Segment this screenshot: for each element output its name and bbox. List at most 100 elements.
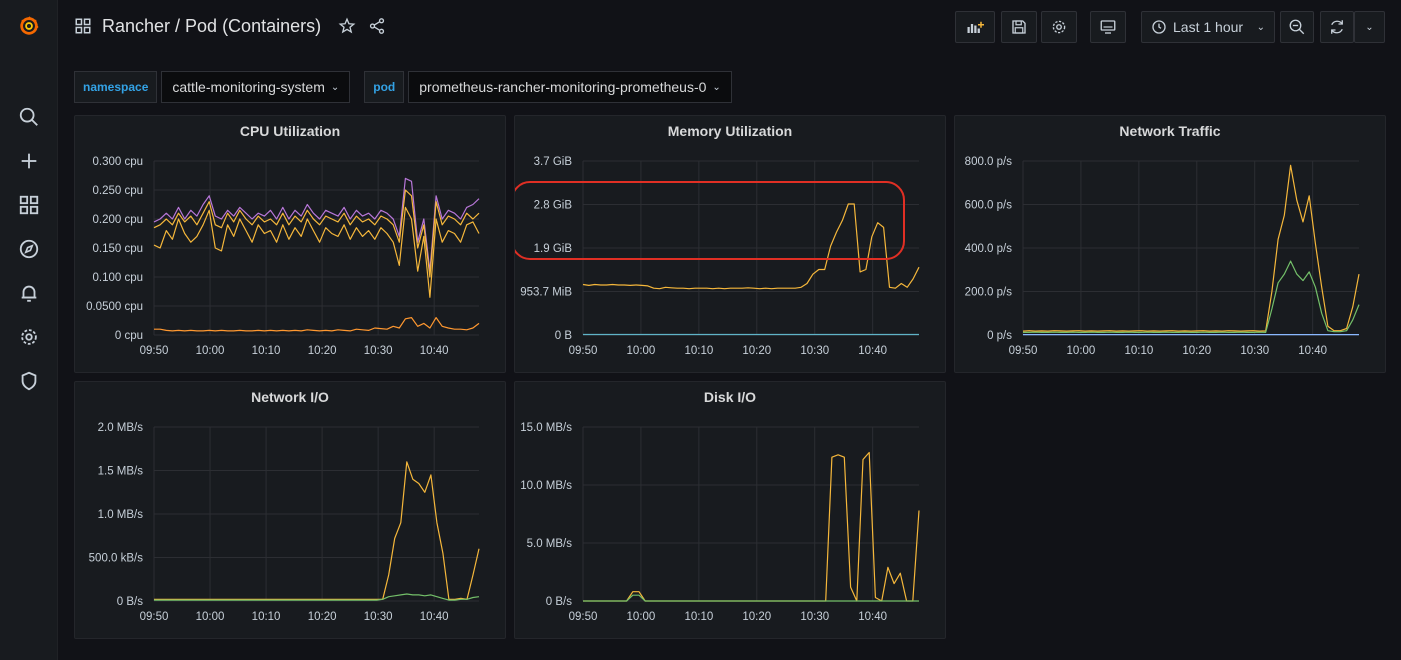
shield-server-admin-icon[interactable] (13, 365, 45, 397)
x-tick-label: 10:10 (252, 345, 281, 357)
y-tick-label: 600.0 p/s (965, 200, 1013, 212)
y-tick-label: 1.5 MB/s (98, 466, 144, 478)
share-icon[interactable] (365, 14, 389, 38)
save-dashboard-button[interactable] (1001, 11, 1037, 43)
add-panel-button[interactable] (955, 11, 995, 43)
namespace-value: cattle-monitoring-system (172, 79, 325, 95)
search-icon[interactable] (13, 101, 45, 133)
panel-title[interactable]: Network Traffic (1119, 123, 1221, 139)
panel-network-traffic[interactable]: Network Traffic 0 p/s 200.0 p/s 400.0 p/s 6… (954, 115, 1386, 373)
x-tick-label: 09:50 (140, 345, 169, 357)
dashboard-navbar: Rancher / Pod (Containers) Last 1 hour ⌄… (58, 0, 1401, 56)
series-line (154, 461, 480, 600)
x-tick-label: 10:00 (1067, 345, 1096, 357)
x-tick-label: 09:50 (1009, 345, 1038, 357)
disk-io-chart[interactable]: 0 B/s 5.0 MB/s 10.0 MB/s 15.0 MB/s 09:50 10:0… (515, 382, 947, 640)
series-line (583, 594, 919, 602)
y-tick-label: 500.0 kB/s (89, 553, 144, 565)
y-tick-label: 0.300 cpu (92, 156, 143, 168)
namespace-select[interactable]: cattle-monitoring-system ⌄ (161, 71, 351, 103)
save-icon (1012, 20, 1026, 34)
x-tick-label: 10:20 (308, 611, 337, 623)
series-line (153, 189, 480, 278)
x-tick-label: 10:20 (308, 345, 337, 357)
cycle-view-mode-button[interactable] (1090, 11, 1126, 43)
chevron-down-icon: ⌄ (712, 81, 721, 93)
chevron-down-icon: ⌄ (1256, 21, 1265, 33)
grafana-logo-icon[interactable] (13, 10, 45, 42)
x-tick-label: 10:40 (1298, 345, 1327, 357)
y-tick-label: 1.0 MB/s (98, 509, 144, 521)
y-tick-label: 400.0 p/s (965, 243, 1013, 255)
memory-utilization-chart[interactable]: 0 B 953.7 MiB 1.9 GiB 2.8 GiB 3.7 GiB 09:50 10… (515, 116, 947, 374)
dashboard-settings-button[interactable] (1041, 11, 1077, 43)
series-line (153, 206, 480, 298)
add-panel-icon (967, 21, 984, 33)
panel-title[interactable]: Disk I/O (703, 389, 757, 405)
series-line (154, 317, 480, 332)
y-tick-label: 953.7 MiB (520, 287, 572, 299)
panel-network-io[interactable]: Network I/O 0 B/s 500.0 kB/s 1.0 MB/s 1.5 M… (74, 381, 506, 639)
x-tick-label: 10:40 (420, 611, 449, 623)
y-tick-label: 0 p/s (987, 330, 1012, 342)
compass-explore-icon[interactable] (13, 233, 45, 265)
series-line (153, 177, 480, 272)
monitor-icon (1100, 20, 1116, 34)
network-io-chart[interactable]: 0 B/s 500.0 kB/s 1.0 MB/s 1.5 MB/s 2.0 MB/s 0… (75, 382, 507, 640)
series-line (1022, 164, 1360, 332)
apps-grid-icon (74, 17, 92, 35)
highlight-annotation-box (515, 181, 905, 260)
x-tick-label: 10:00 (196, 611, 225, 623)
dashboard-title[interactable]: Rancher / Pod (Containers) (102, 15, 322, 36)
chevron-down-icon: ⌄ (1365, 21, 1374, 33)
y-tick-label: 800.0 p/s (965, 156, 1013, 168)
panel-cpu-utilization[interactable]: CPU Utilization 0 cpu 0.0500 cpu 0.100 cpu… (74, 115, 506, 373)
refresh-button[interactable] (1320, 11, 1354, 43)
time-range-label: Last 1 hour (1173, 19, 1244, 35)
y-tick-label: 2.8 GiB (534, 200, 573, 212)
y-tick-label: 0 B (555, 330, 573, 342)
x-tick-label: 10:20 (742, 611, 771, 623)
panel-title[interactable]: Network I/O (251, 389, 329, 405)
panel-title[interactable]: CPU Utilization (239, 123, 341, 139)
series-line (583, 451, 920, 602)
x-tick-label: 09:50 (569, 611, 598, 623)
pod-value: prometheus-rancher-monitoring-prometheus… (419, 79, 707, 95)
x-tick-label: 10:10 (1124, 345, 1153, 357)
chevron-down-icon: ⌄ (330, 81, 340, 93)
sidebar (0, 0, 58, 660)
refresh-interval-dropdown[interactable]: ⌄ (1354, 11, 1385, 43)
x-tick-label: 10:00 (627, 345, 656, 357)
variable-label-pod: pod (364, 71, 405, 103)
gear-configuration-icon[interactable] (13, 321, 45, 353)
x-tick-label: 10:40 (858, 345, 887, 357)
y-tick-label: 10.0 MB/s (520, 480, 572, 492)
y-tick-label: 0.200 cpu (92, 214, 143, 226)
bell-alerting-icon[interactable] (13, 277, 45, 309)
template-variables: namespace cattle-monitoring-system ⌄ pod… (74, 71, 732, 103)
refresh-icon (1331, 20, 1343, 34)
x-tick-label: 10:10 (252, 611, 281, 623)
series-line (1023, 260, 1360, 333)
pod-select[interactable]: prometheus-rancher-monitoring-prometheus… (408, 71, 732, 103)
cpu-utilization-chart[interactable]: 0 cpu 0.0500 cpu 0.100 cpu 0.150 cpu 0.200 c… (75, 116, 507, 374)
x-tick-label: 10:40 (858, 611, 887, 623)
y-tick-label: 0.250 cpu (92, 185, 143, 197)
network-traffic-chart[interactable]: 0 p/s 200.0 p/s 400.0 p/s 600.0 p/s 800.0 p/… (955, 116, 1387, 374)
clock-icon (1152, 20, 1166, 34)
dashboards-grid-icon[interactable] (13, 189, 45, 221)
x-tick-label: 10:30 (364, 345, 393, 357)
panel-memory-utilization[interactable]: Memory Utilization 0 B 953.7 MiB 1.9 GiB 2.… (514, 115, 946, 373)
panel-disk-io[interactable]: Disk I/O 0 B/s 5.0 MB/s 10.0 MB/s 15.0 MB/s… (514, 381, 946, 639)
plus-icon[interactable] (13, 145, 45, 177)
y-tick-label: 5.0 MB/s (527, 538, 573, 550)
zoom-out-button[interactable] (1280, 11, 1314, 43)
x-tick-label: 09:50 (569, 345, 598, 357)
star-icon[interactable] (335, 14, 359, 38)
y-tick-label: 0 cpu (115, 330, 143, 342)
y-tick-label: 0.0500 cpu (86, 301, 143, 313)
x-tick-label: 10:30 (364, 611, 393, 623)
time-picker-button[interactable]: Last 1 hour ⌄ (1141, 11, 1275, 43)
x-tick-label: 10:20 (742, 345, 771, 357)
panel-title[interactable]: Memory Utilization (667, 123, 793, 139)
